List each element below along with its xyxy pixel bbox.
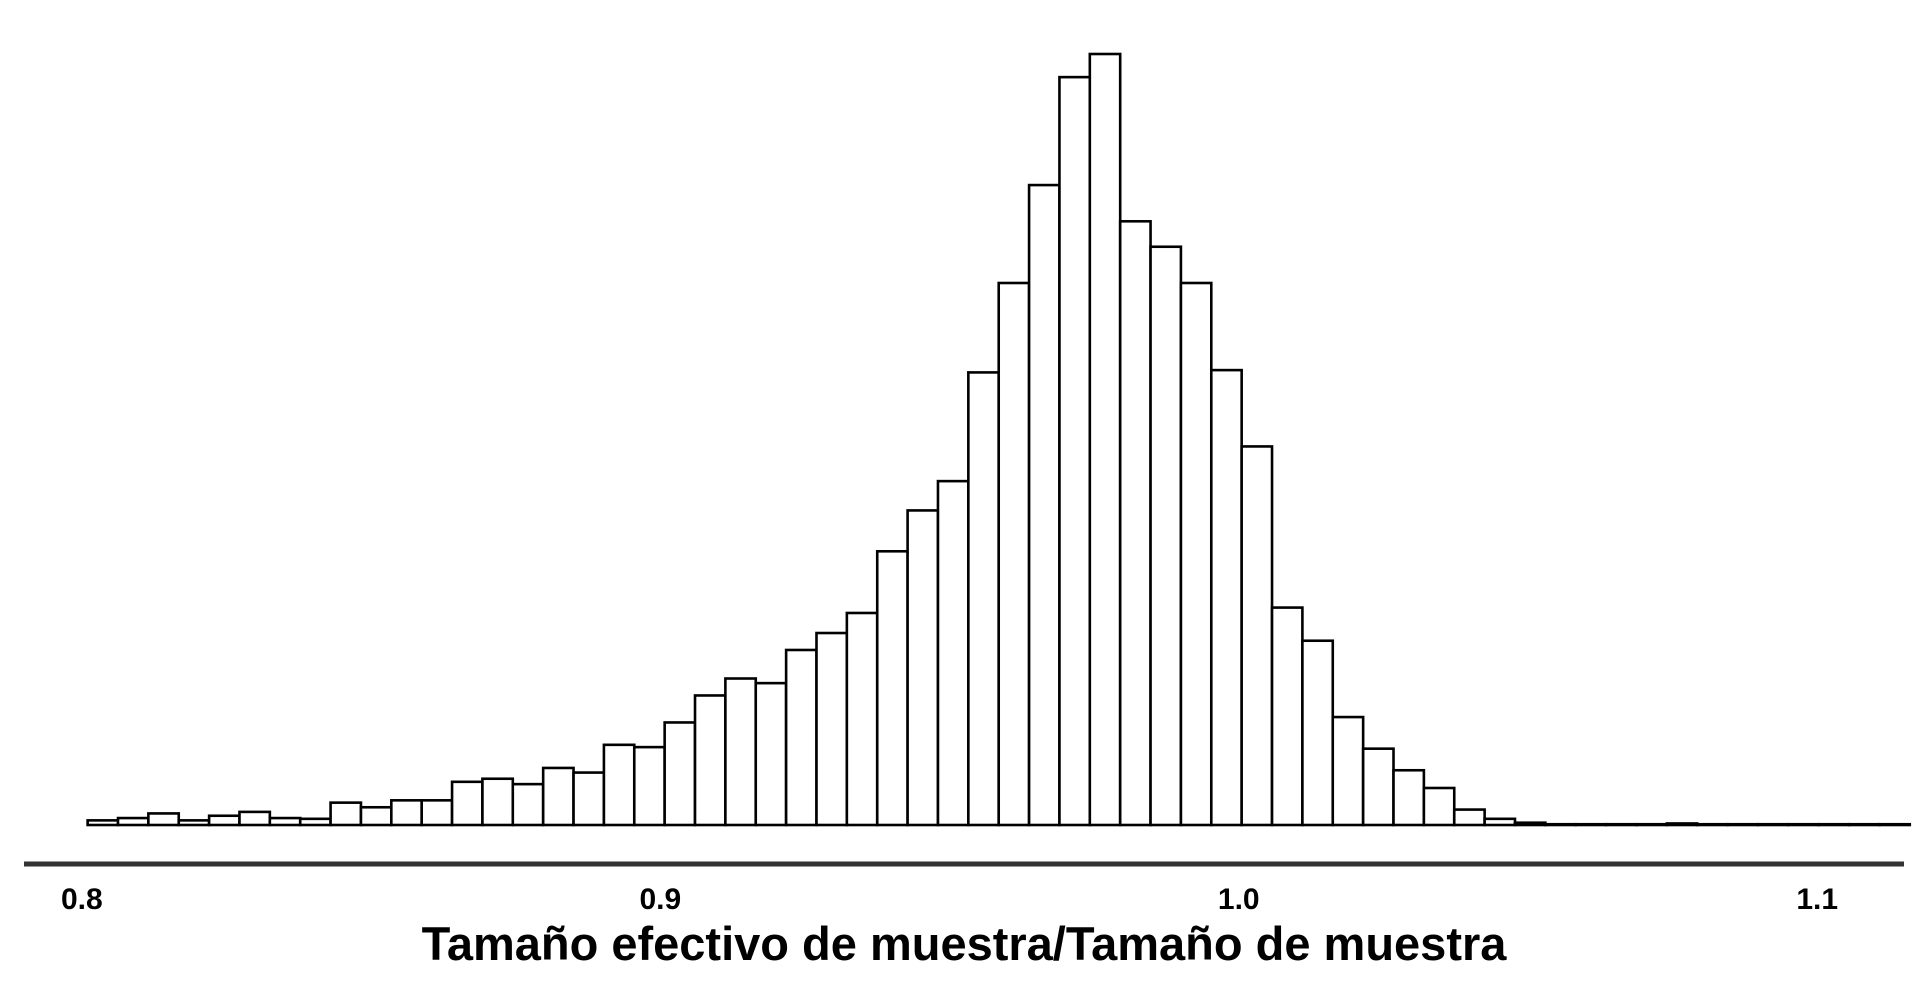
histogram-bar bbox=[390, 799, 423, 827]
histogram-bar bbox=[329, 801, 363, 827]
histogram-bar bbox=[572, 771, 606, 827]
histogram-bar bbox=[724, 677, 758, 827]
histogram-bar bbox=[1209, 368, 1243, 827]
histogram-bar bbox=[1574, 822, 1608, 827]
histogram-bar bbox=[1665, 822, 1699, 827]
histogram-bar bbox=[754, 681, 788, 827]
histogram-bar bbox=[238, 810, 272, 827]
histogram-bar bbox=[147, 812, 181, 827]
x-tick-label: 1.1 bbox=[1796, 883, 1838, 916]
histogram-bar bbox=[1756, 822, 1790, 827]
histogram-bar bbox=[997, 281, 1031, 827]
histogram-bar bbox=[1240, 445, 1274, 827]
x-axis-title: Tamaño efectivo de muestra/Tamaño de mue… bbox=[422, 917, 1508, 970]
histogram-bar bbox=[1695, 822, 1729, 827]
histogram-bar bbox=[784, 648, 818, 827]
histogram-bar bbox=[450, 780, 484, 827]
histogram-bar bbox=[1635, 822, 1669, 827]
histogram-bar bbox=[207, 814, 241, 827]
histogram-bar bbox=[1179, 281, 1213, 827]
histogram-bar bbox=[1058, 75, 1092, 827]
histogram-bar bbox=[1088, 52, 1122, 827]
histogram-bar bbox=[1149, 245, 1183, 827]
histogram-bar bbox=[693, 694, 727, 827]
histogram-bar bbox=[116, 816, 150, 827]
histogram-bar bbox=[1361, 747, 1395, 827]
histogram-bar bbox=[632, 745, 666, 827]
histogram-bar bbox=[936, 479, 970, 827]
histogram-bar bbox=[298, 817, 332, 827]
histogram-bar bbox=[906, 509, 940, 827]
x-tick-label: 1.0 bbox=[1218, 883, 1260, 916]
histogram-bar bbox=[1847, 822, 1881, 827]
histogram-bar bbox=[1817, 822, 1851, 827]
histogram-bar bbox=[845, 611, 879, 827]
histogram-bar bbox=[663, 721, 697, 827]
histogram-bar bbox=[1270, 606, 1304, 827]
histogram-bar bbox=[1452, 808, 1486, 827]
histogram-bar bbox=[967, 371, 1001, 827]
histogram-bar bbox=[1513, 821, 1547, 827]
histogram-bar bbox=[177, 819, 211, 827]
histogram-bar bbox=[1027, 183, 1061, 827]
histogram-bar bbox=[1483, 817, 1517, 827]
histogram-bar bbox=[815, 631, 849, 827]
histogram-bar bbox=[359, 805, 393, 827]
histogram-bar bbox=[481, 777, 515, 827]
histogram-bar bbox=[86, 819, 120, 827]
histogram-bar bbox=[1301, 639, 1335, 827]
histogram-bar bbox=[1878, 822, 1912, 827]
x-axis-ticks: 0.8 0.9 1.0 1.1 bbox=[61, 883, 1838, 916]
histogram-bar bbox=[1118, 220, 1152, 827]
histogram-bar bbox=[420, 799, 454, 827]
histogram-bar bbox=[1392, 768, 1426, 827]
histogram-bars bbox=[86, 52, 1912, 827]
histogram-bar bbox=[602, 743, 636, 827]
histogram-bar bbox=[268, 816, 302, 827]
histogram-bar bbox=[1544, 822, 1578, 827]
histogram-bar bbox=[541, 766, 575, 827]
histogram-bar bbox=[1726, 822, 1760, 827]
histogram-bar bbox=[1604, 822, 1638, 827]
histogram-bar bbox=[511, 782, 545, 827]
x-tick-label: 0.9 bbox=[639, 883, 681, 916]
histogram-bar bbox=[875, 549, 909, 827]
x-tick-label: 0.8 bbox=[61, 883, 103, 916]
histogram-bar bbox=[1787, 822, 1820, 827]
histogram-bar bbox=[1422, 786, 1456, 827]
histogram-bar bbox=[1331, 715, 1365, 827]
